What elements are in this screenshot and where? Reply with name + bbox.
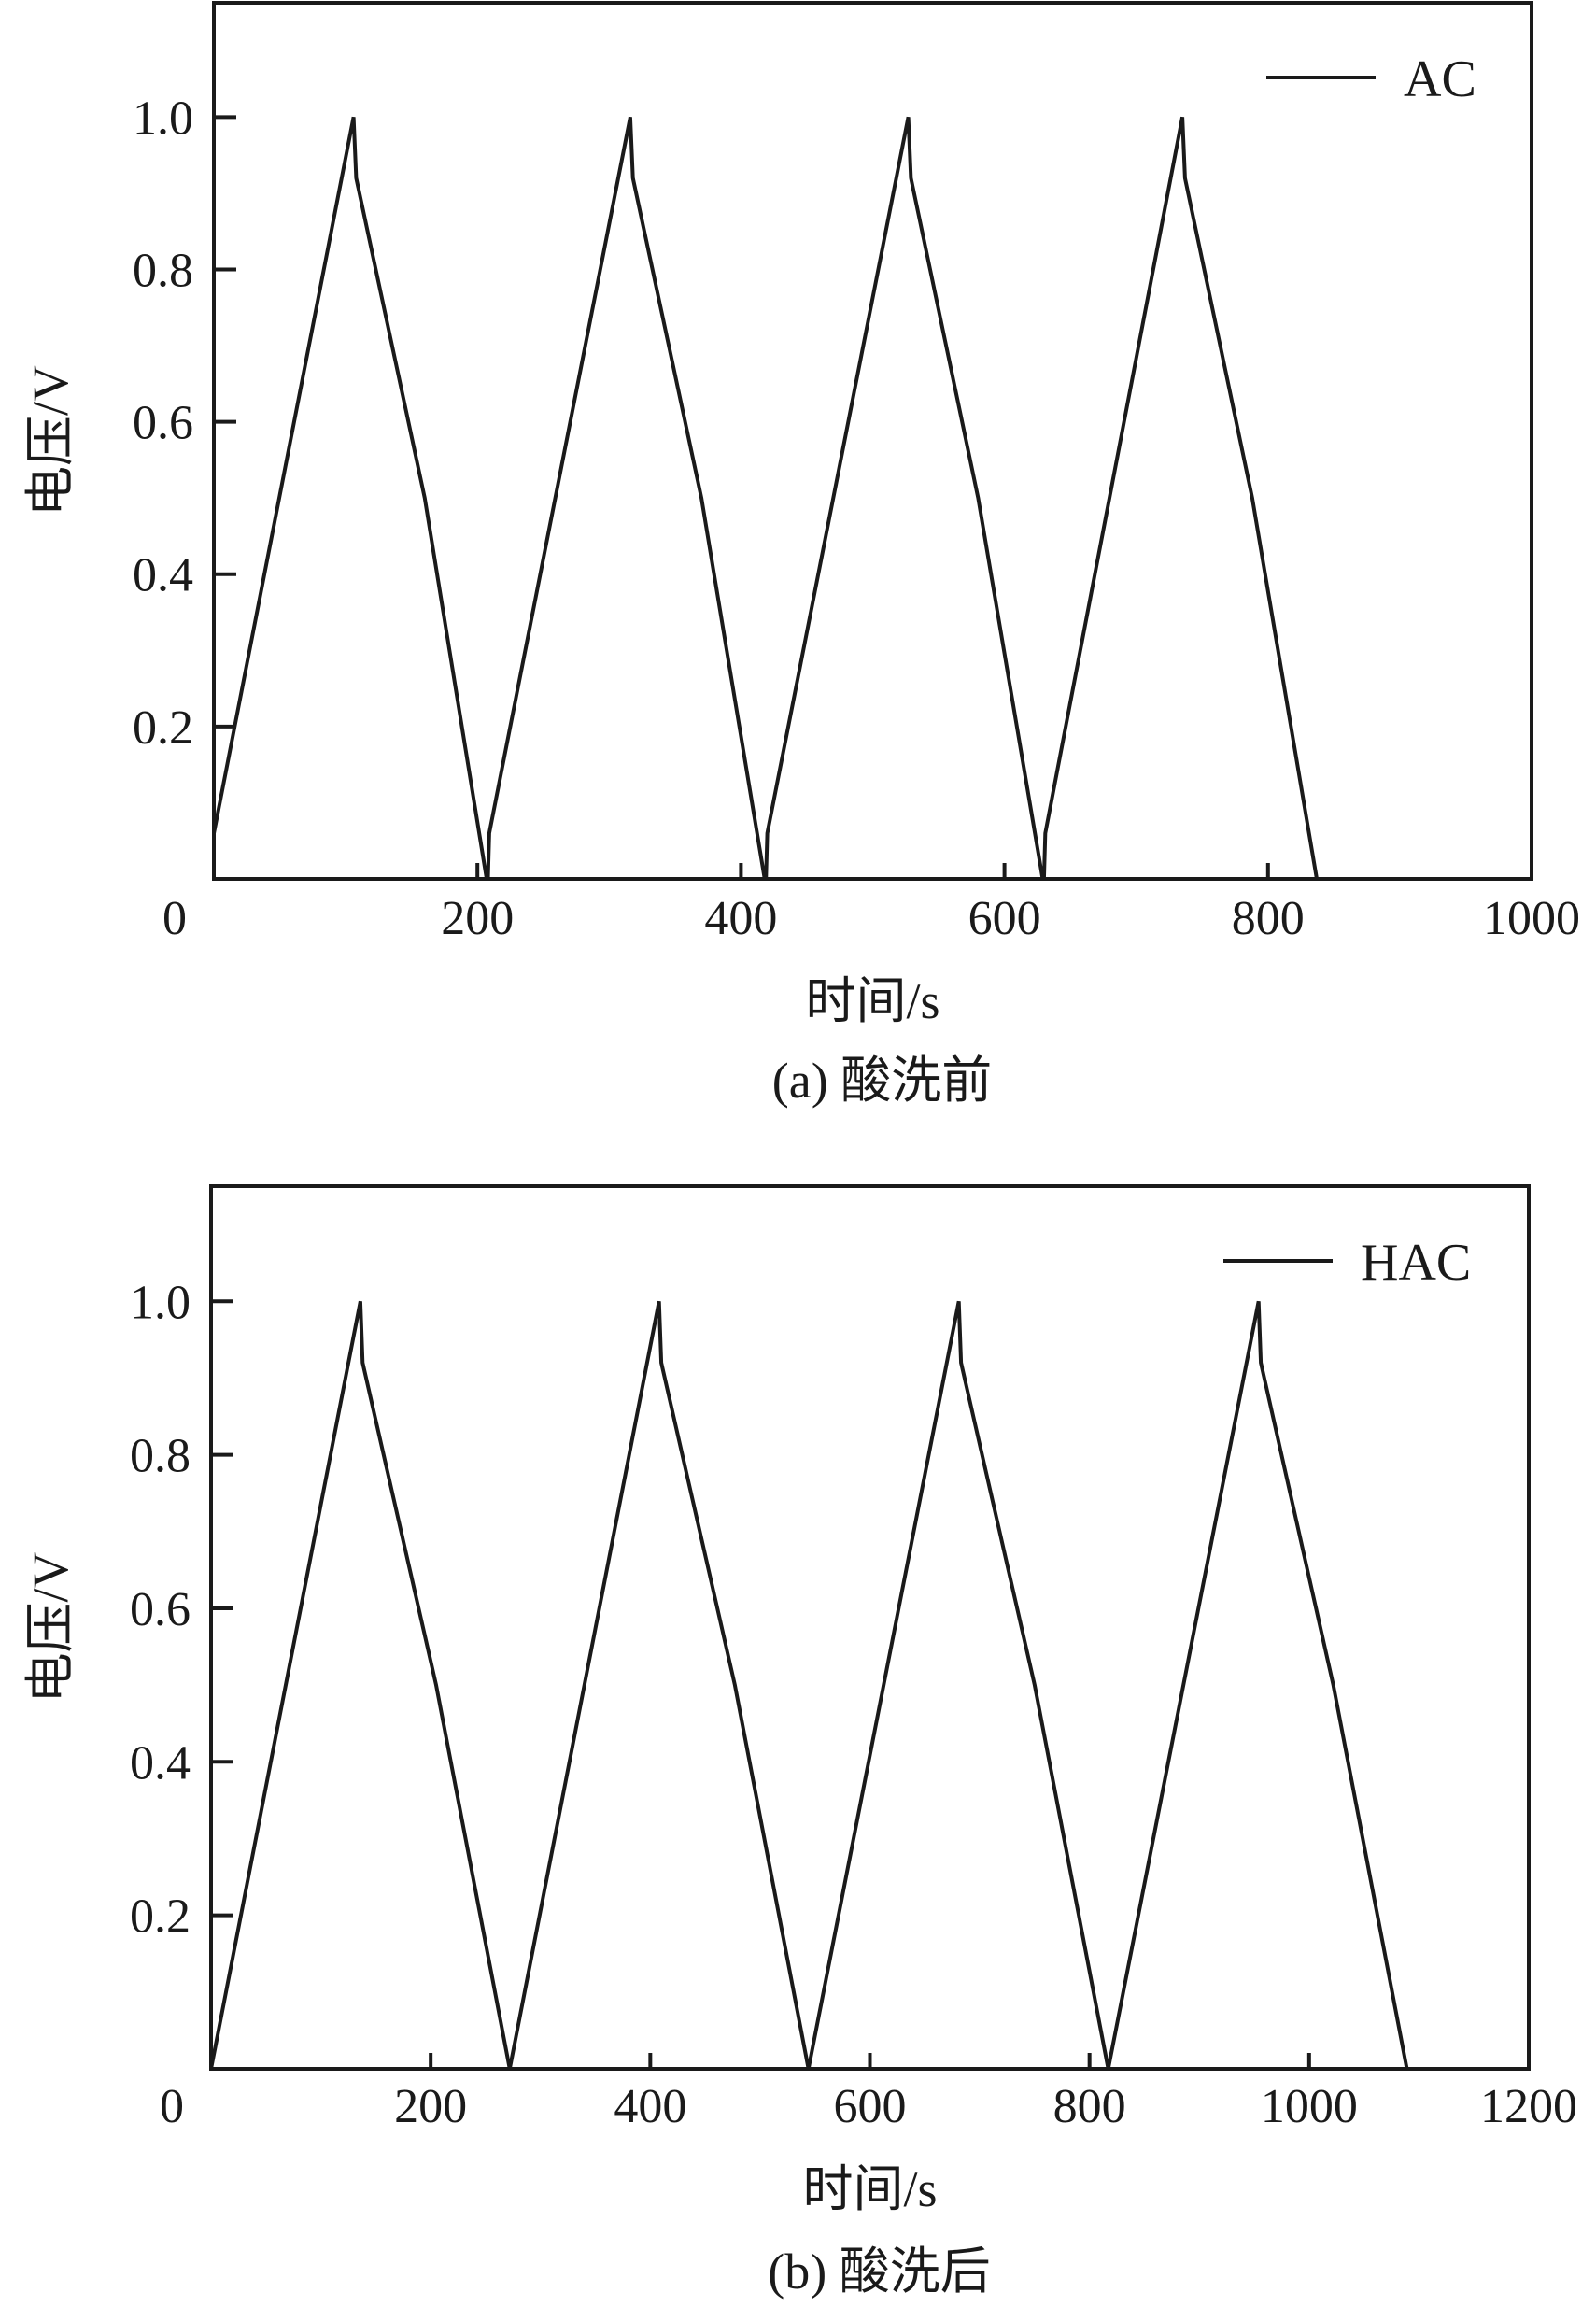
x-tick-label: 800 <box>1053 2080 1126 2133</box>
x-tick-label: 1200 <box>1480 2080 1577 2133</box>
x-tick-label: 800 <box>1232 892 1305 945</box>
x-tick-label: 0 <box>160 2080 184 2133</box>
x-tick-label: 600 <box>968 892 1041 945</box>
y-tick-label: 1.0 <box>133 92 193 145</box>
y-tick-label: 0.2 <box>130 1890 191 1944</box>
plot-frame <box>209 1184 1531 2071</box>
x-tick-label: 400 <box>704 892 777 945</box>
x-axis-label: 时间/s <box>802 2161 937 2217</box>
y-tick-label: 0.4 <box>133 549 193 602</box>
series-line-hac <box>209 1300 1409 2070</box>
x-tick-label: 200 <box>441 892 514 945</box>
chart-a: 0 200 400 600 800 1000 0.2 0.4 0.6 0.8 1.0 时间/s 电压/V… <box>22 1 1580 1109</box>
y-tick-label: 0.8 <box>130 1430 191 1483</box>
y-tick-label: 0.2 <box>133 701 193 755</box>
x-axis-label: 时间/s <box>805 973 939 1029</box>
chart-b: 0 200 400 600 800 1000 1200 0.2 0.4 0.6 0.8 1.0 时间/s… <box>22 1184 1577 2300</box>
plot-frame <box>212 1 1533 881</box>
y-tick-label: 1.0 <box>130 1276 191 1329</box>
y-tick-label: 0.6 <box>133 397 193 450</box>
y-axis-label: 电压/V <box>22 1551 78 1703</box>
y-tick-label: 0.8 <box>133 244 193 297</box>
x-tick-label: 200 <box>394 2080 467 2133</box>
legend-label: HAC <box>1361 1234 1471 1292</box>
x-tick-label: 1000 <box>1483 892 1580 945</box>
x-tick-label: 0 <box>162 892 187 945</box>
y-axis-label: 电压/V <box>22 365 78 517</box>
x-tick-label: 1000 <box>1261 2080 1358 2133</box>
y-tick-label: 0.4 <box>130 1736 191 1790</box>
y-tick-label: 0.6 <box>130 1583 191 1636</box>
x-tick-label: 400 <box>614 2080 686 2133</box>
figure-caption: (a) 酸洗前 <box>772 1053 992 1109</box>
legend-label: AC <box>1404 50 1476 108</box>
series-line-ac <box>212 116 1319 881</box>
x-tick-label: 600 <box>834 2080 907 2133</box>
figure-caption: (b) 酸洗后 <box>768 2243 990 2300</box>
